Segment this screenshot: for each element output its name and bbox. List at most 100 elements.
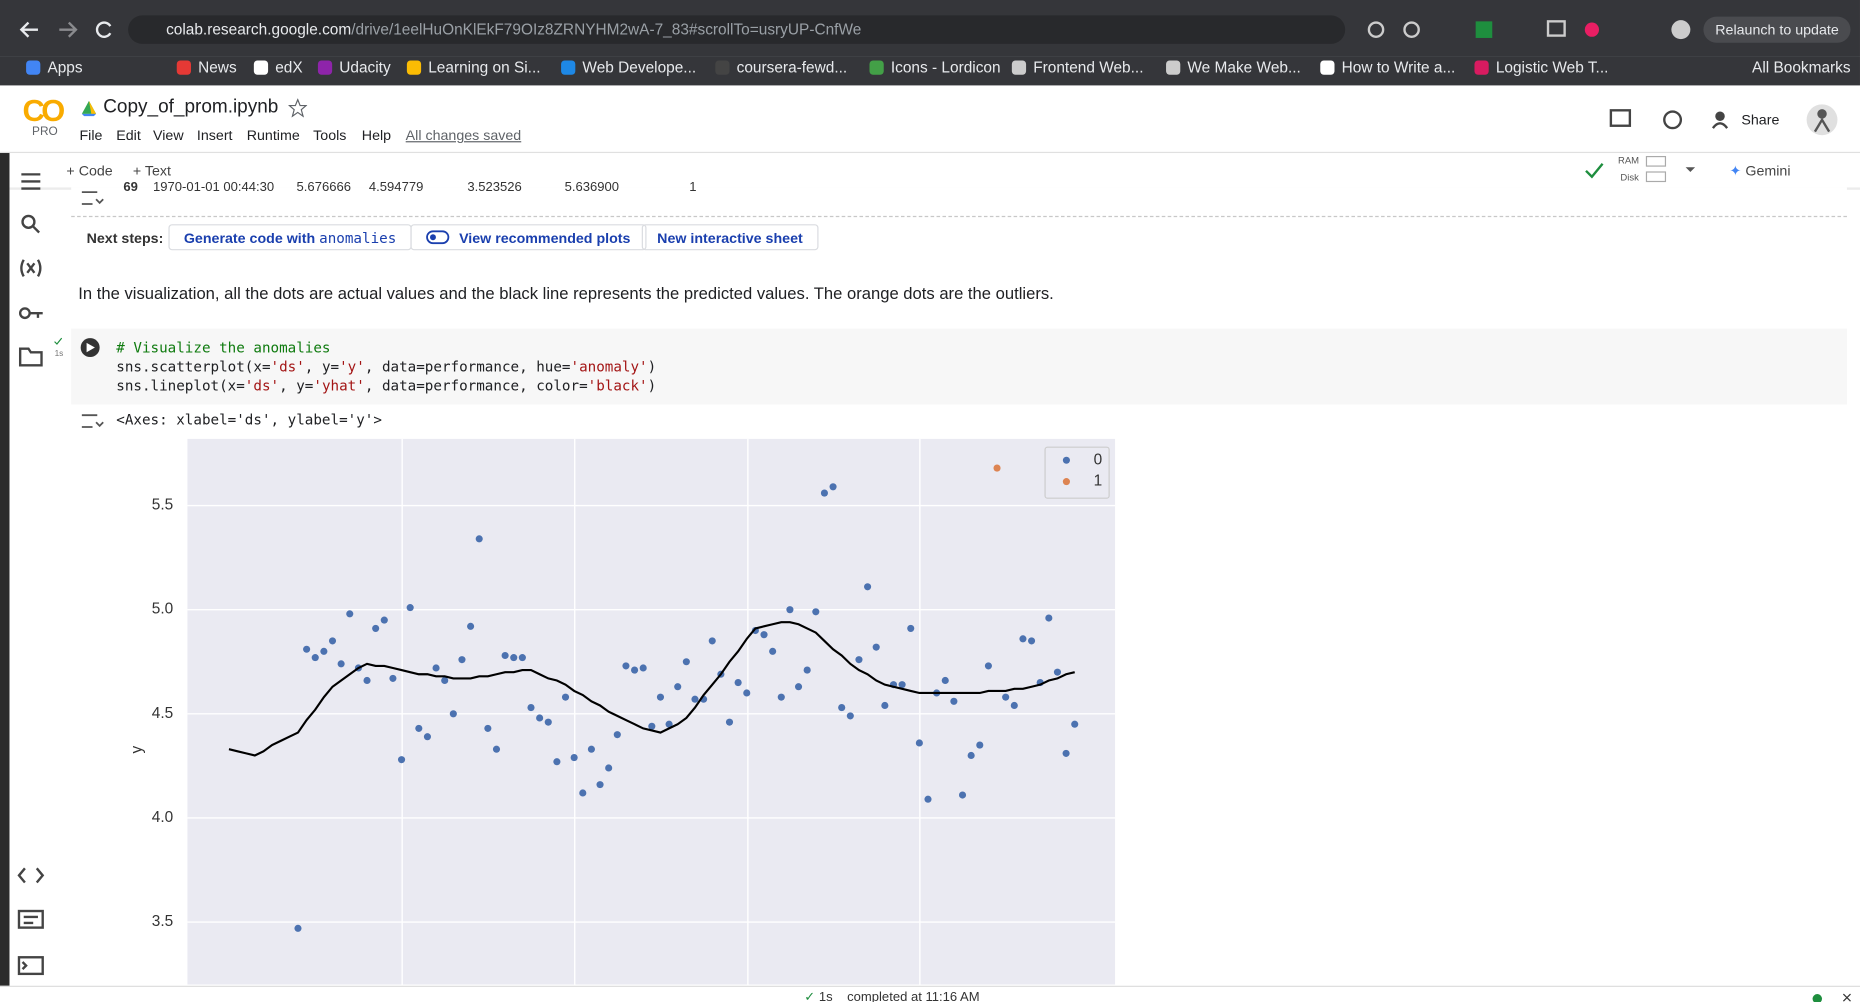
gemini-button[interactable]: ✦ Gemini (1729, 162, 1791, 180)
table-cell: 69 (123, 180, 138, 195)
saved-status[interactable]: All changes saved (405, 126, 522, 144)
extension-icons (1367, 20, 1691, 40)
plots-button[interactable]: View recommended plots (410, 224, 646, 251)
point (311, 654, 319, 662)
bookmark-icon (1166, 60, 1181, 75)
point (432, 664, 440, 672)
menu-item[interactable]: Insert (196, 126, 233, 144)
table-cell: 4.594779 (368, 180, 424, 195)
legend-label: 0 (1094, 451, 1103, 468)
logo[interactable]: CO (22, 92, 66, 129)
status-bar (0, 985, 1860, 1002)
bookmark[interactable]: coursera-fewd... (736, 58, 848, 76)
avatar[interactable] (1805, 103, 1838, 136)
point (769, 647, 777, 655)
add-text[interactable]: + Text (132, 162, 171, 180)
bookmark[interactable]: We Make Web... (1187, 58, 1301, 76)
filename[interactable]: Copy_of_prom.ipynb (103, 97, 279, 118)
point (372, 624, 380, 632)
point (907, 624, 915, 632)
table-cell: 1970-01-01 00:44:30 (153, 180, 275, 195)
point (579, 789, 587, 797)
status-icons (1812, 993, 1851, 1002)
table-cell: 5.636900 (564, 180, 620, 195)
disk-label: Disk (1620, 172, 1639, 183)
point (544, 718, 552, 726)
point (958, 791, 967, 799)
bookmark[interactable]: Logistic Web T... (1495, 58, 1609, 76)
nav-icons (19, 21, 112, 38)
legend-label: 1 (1094, 473, 1103, 490)
bookmark-icon (1474, 60, 1489, 75)
bookmark[interactable]: Learning on Si... (428, 58, 541, 76)
menu-item[interactable]: Help (361, 126, 392, 144)
point (561, 693, 570, 701)
menu-item[interactable]: File (79, 126, 103, 144)
bookmark[interactable]: Frontend Web... (1033, 58, 1144, 76)
point (1028, 637, 1036, 645)
code-line: # Visualize the anomalies (116, 339, 331, 356)
bookmark[interactable]: Apps (47, 58, 83, 76)
menu-item[interactable]: Tools (313, 126, 347, 144)
point (682, 658, 690, 666)
point (328, 637, 337, 645)
point (829, 483, 837, 491)
point (527, 704, 535, 712)
y-tick-label: 4.0 (152, 809, 173, 826)
point (423, 733, 431, 741)
legend-marker (1062, 478, 1070, 486)
sidebar-icons (17, 173, 45, 976)
bookmark[interactable]: How to Write a... (1341, 58, 1456, 76)
bookmark[interactable]: edX (275, 58, 303, 76)
point (397, 756, 406, 764)
point (294, 924, 302, 932)
y-axis-label: y (129, 746, 146, 754)
url: colab.research.google.com/drive/1eelHuOn… (166, 20, 861, 38)
bookmark[interactable]: Udacity (339, 58, 391, 76)
code-line: sns.scatterplot(x='ds', y='y', data=perf… (116, 358, 657, 375)
bookmark[interactable]: Web Develope... (582, 58, 697, 76)
share-button[interactable]: Share (1741, 111, 1780, 129)
menu-item[interactable]: View (153, 126, 184, 144)
relaunch-button[interactable]: Relaunch to update (1703, 16, 1851, 43)
divider (0, 151, 1860, 154)
generate-button[interactable]: Generate code with anomalies (168, 224, 412, 251)
legend-marker (1062, 456, 1070, 464)
bookmark[interactable]: Icons - Lordicon (890, 58, 1001, 76)
point (518, 654, 526, 662)
bookmark-icon (1011, 60, 1027, 75)
table-cell: 3.523526 (467, 180, 522, 195)
row-clip (71, 187, 1847, 197)
sheet-button[interactable]: New interactive sheet (641, 224, 819, 251)
status: ✓ 1s completed at 11:16 AM (804, 989, 979, 1002)
point (1071, 720, 1079, 728)
add-code[interactable]: + Code (66, 162, 113, 180)
point (1019, 635, 1027, 643)
point (587, 745, 595, 753)
run-button[interactable] (52, 337, 104, 363)
star-icon[interactable] (288, 98, 308, 118)
table-cell: 1 (689, 180, 697, 195)
output-icon (81, 414, 104, 428)
point (492, 745, 501, 753)
point (881, 701, 889, 710)
all-bookmarks[interactable]: All Bookmarks (1752, 58, 1851, 76)
point (812, 608, 820, 616)
output-icon (81, 191, 104, 205)
point (406, 604, 414, 612)
y-tick-label: 3.5 (152, 913, 173, 930)
point (872, 643, 880, 651)
point (708, 637, 716, 645)
url-field[interactable] (128, 15, 1346, 44)
point (510, 654, 518, 662)
point (1010, 701, 1018, 710)
point (760, 631, 768, 639)
generate-code: anomalies (319, 230, 397, 247)
point (976, 741, 984, 749)
menu-item[interactable]: Edit (116, 126, 141, 144)
line (228, 621, 1075, 757)
point (846, 712, 854, 720)
bookmark[interactable]: News (198, 58, 237, 76)
menu-item[interactable]: Runtime (246, 126, 300, 144)
